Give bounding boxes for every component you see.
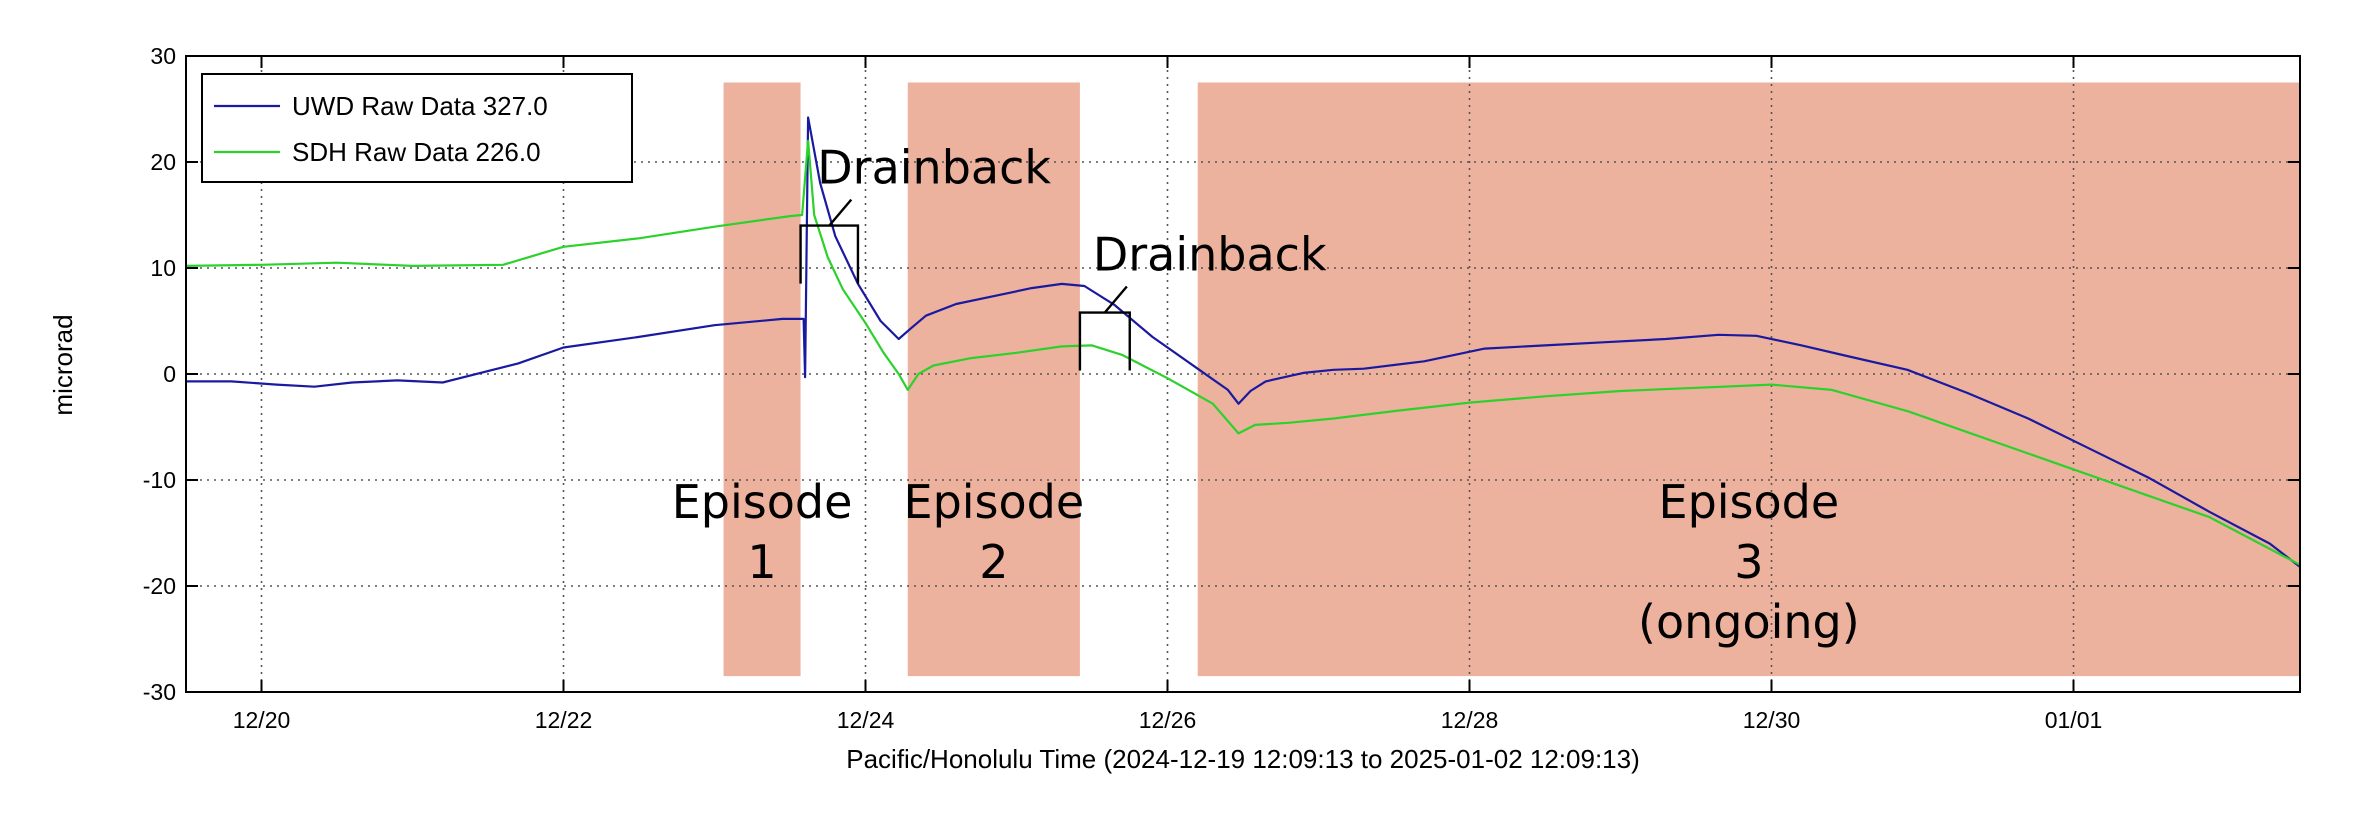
episode-2-label: Episode xyxy=(904,475,1085,529)
drainback-1-bracket xyxy=(799,224,860,284)
x-tick-label: 12/22 xyxy=(535,707,593,733)
y-tick-label: -10 xyxy=(143,467,176,493)
y-tick-label: 0 xyxy=(163,361,176,387)
legend-box xyxy=(201,73,633,183)
episode-3-status: (ongoing) xyxy=(1638,595,1860,649)
drainback-1-label: Drainback xyxy=(817,141,1051,195)
x-tick-label: 12/28 xyxy=(1441,707,1499,733)
x-tick-label: 12/20 xyxy=(233,707,291,733)
x-tick-label: 01/01 xyxy=(2045,707,2103,733)
drainback-2-label: Drainback xyxy=(1093,228,1327,282)
y-tick-label: -30 xyxy=(143,679,176,705)
drainback-2-pointer xyxy=(1103,285,1128,314)
episode-3-region xyxy=(1197,82,2300,677)
x-axis-label: Pacific/Honolulu Time (2024-12-19 12:09:… xyxy=(846,744,1640,774)
axes: -30 -20 -10 0 10 20 30 12/20 12/22 12/24 12/26 12/2… xyxy=(143,43,2301,733)
series-line-uwd xyxy=(186,116,2301,568)
drainback-1-pointer xyxy=(828,198,853,227)
episodes-layer xyxy=(723,82,2300,677)
episode-1-number: 1 xyxy=(747,535,776,589)
y-axis-label: microrad xyxy=(48,314,78,415)
legend: UWD Raw Data 327.0 SDH Raw Data 226.0 xyxy=(201,73,633,183)
y-tick-label: 30 xyxy=(150,43,176,69)
legend-label-sdh: SDH Raw Data 226.0 xyxy=(292,137,541,167)
y-tick-label: -20 xyxy=(143,573,176,599)
episode-1-label: Episode xyxy=(672,475,853,529)
x-tick-label: 12/26 xyxy=(1139,707,1197,733)
legend-label-uwd: UWD Raw Data 327.0 xyxy=(292,91,548,121)
y-tick-label: 10 xyxy=(150,255,176,281)
episode-2-region xyxy=(907,82,1080,677)
x-tick-label: 12/24 xyxy=(837,707,895,733)
annotations-layer: Episode 1 Episode 2 Episode 3 (ongoing) Drainba… xyxy=(672,141,1860,649)
episode-3-label: Episode xyxy=(1659,475,1840,529)
series-line-sdh xyxy=(185,139,2301,566)
episode-1-region xyxy=(723,82,801,677)
x-tick-label: 12/30 xyxy=(1743,707,1801,733)
y-tick-label: 20 xyxy=(150,149,176,175)
episode-3-number: 3 xyxy=(1734,535,1763,589)
episode-2-number: 2 xyxy=(979,535,1008,589)
drainback-2-bracket xyxy=(1078,311,1131,371)
series-layer xyxy=(185,116,2301,568)
